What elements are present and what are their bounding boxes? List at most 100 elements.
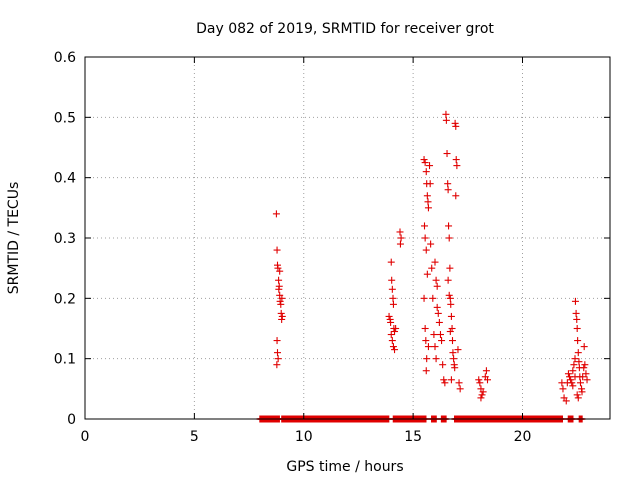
data-point xyxy=(582,370,590,378)
data-point xyxy=(443,150,451,158)
y-tick-label: 0.4 xyxy=(54,171,76,187)
data-point xyxy=(568,379,576,387)
data-point xyxy=(573,315,581,323)
data-point xyxy=(389,343,397,351)
data-point xyxy=(273,361,281,369)
grid xyxy=(85,57,610,419)
data-point xyxy=(477,394,485,402)
data-point xyxy=(387,331,395,339)
data-point xyxy=(575,358,583,366)
y-tick-label: 0.2 xyxy=(54,291,76,307)
data-point xyxy=(385,312,393,320)
data-point xyxy=(439,361,447,369)
data-point xyxy=(484,376,491,384)
data-point xyxy=(445,291,453,299)
data-point xyxy=(278,312,286,320)
data-point xyxy=(429,294,437,302)
data-point xyxy=(447,300,455,308)
data-point xyxy=(389,300,397,308)
data-point xyxy=(449,337,456,345)
data-point xyxy=(578,388,586,396)
data-point xyxy=(430,331,438,339)
data-point xyxy=(576,379,584,387)
data-point xyxy=(573,325,581,332)
data-point xyxy=(574,349,582,357)
data-point xyxy=(277,309,285,317)
data-point xyxy=(424,204,432,212)
data-point xyxy=(421,159,429,167)
data-point xyxy=(422,246,430,254)
data-point xyxy=(388,276,396,284)
data-point xyxy=(438,337,446,345)
data-point xyxy=(433,303,441,311)
data-point xyxy=(572,309,580,317)
data-point xyxy=(452,192,460,200)
data-point xyxy=(570,361,578,369)
data-point xyxy=(420,156,428,164)
x-tick-label: 10 xyxy=(295,429,313,445)
data-point xyxy=(421,222,428,230)
data-point xyxy=(276,297,284,305)
data-point xyxy=(396,228,404,236)
data-point xyxy=(274,349,281,357)
data-point xyxy=(274,355,282,363)
data-point xyxy=(475,376,483,384)
data-point xyxy=(451,364,459,372)
data-point xyxy=(421,325,429,332)
data-point xyxy=(427,240,435,248)
data-point xyxy=(564,370,572,378)
data-point xyxy=(278,294,286,302)
x-tick-label: 0 xyxy=(81,429,90,445)
data-point xyxy=(420,294,428,302)
data-point xyxy=(275,276,283,284)
data-point xyxy=(454,346,462,354)
data-point xyxy=(392,325,400,332)
data-point xyxy=(421,234,429,242)
data-point xyxy=(424,343,432,351)
data-point xyxy=(426,180,434,188)
x-tick-label: 5 xyxy=(190,429,199,445)
x-tick-label: 20 xyxy=(514,429,532,445)
data-point xyxy=(388,337,396,345)
y-tick-label: 0.6 xyxy=(54,50,76,66)
data-point xyxy=(445,222,453,230)
data-point xyxy=(444,276,452,284)
y-tick-label: 0.3 xyxy=(54,231,76,247)
y-tick-label: 0 xyxy=(67,412,76,428)
y-tick-label: 0.1 xyxy=(54,352,76,368)
data-point xyxy=(562,397,570,405)
data-point xyxy=(446,264,454,272)
data-point xyxy=(428,264,436,272)
x-axis-label: GPS time / hours xyxy=(286,459,403,475)
data-point xyxy=(574,394,582,402)
data-point xyxy=(574,337,582,345)
data-point xyxy=(391,346,399,354)
data-point xyxy=(277,300,285,308)
data-point xyxy=(422,367,430,375)
data-point xyxy=(396,240,404,248)
data-point xyxy=(447,376,455,384)
data-point xyxy=(446,294,454,302)
data-point xyxy=(455,379,463,387)
data-point xyxy=(479,388,487,396)
data-point xyxy=(422,337,430,345)
data-point xyxy=(387,318,395,326)
data-point xyxy=(448,325,456,332)
data-point xyxy=(442,110,450,118)
data-point xyxy=(276,267,284,275)
data-point xyxy=(434,309,442,317)
data-point xyxy=(452,122,460,130)
axis-ticks: 0 0.1 0.2 0.3 0.4 0.5 0.6 0 5 10 15 20 xyxy=(54,50,610,445)
data-point xyxy=(450,355,458,363)
data-point xyxy=(423,192,431,200)
y-axis-label: SRMTID / TECUs xyxy=(6,182,22,295)
data-point xyxy=(447,312,455,320)
data-point xyxy=(571,373,579,381)
data-point xyxy=(569,382,577,390)
data-point xyxy=(444,186,452,194)
data-point xyxy=(441,379,449,387)
data-point xyxy=(571,355,579,363)
data-point xyxy=(452,156,460,164)
data-point xyxy=(444,180,452,188)
data-point xyxy=(456,385,464,393)
